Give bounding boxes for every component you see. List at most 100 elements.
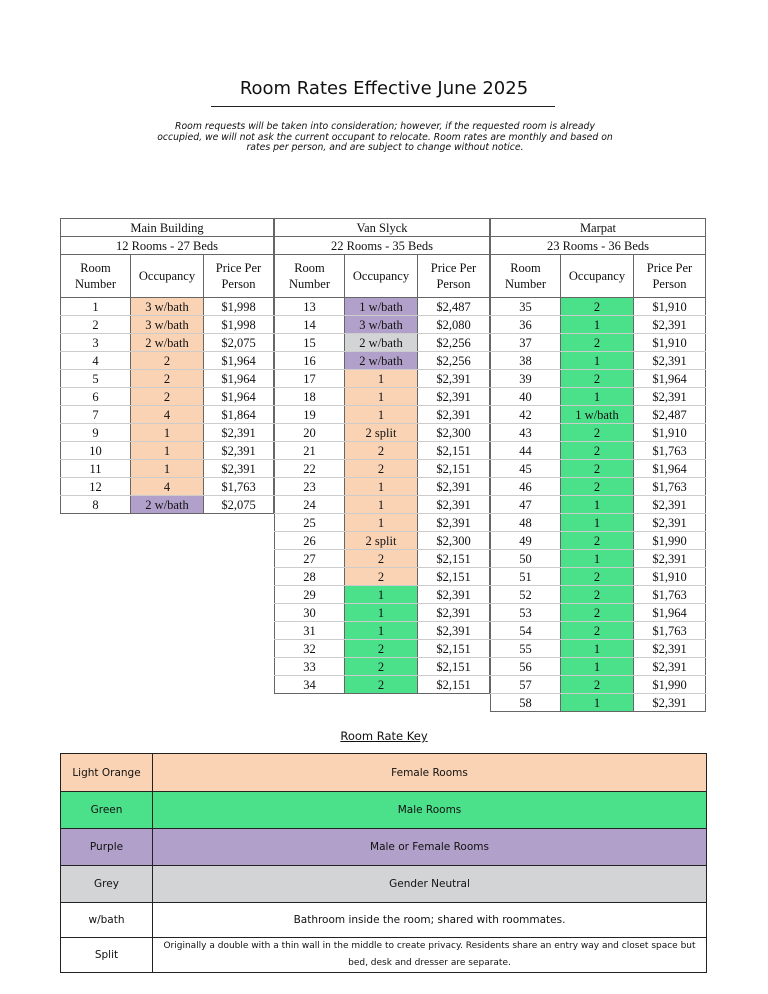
room-number: 37 bbox=[490, 333, 561, 352]
price-cell: $2,391 bbox=[417, 603, 490, 622]
table-row: 53 2 $1,964 bbox=[490, 603, 706, 622]
table-row: 15 2 w/bath $2,256 bbox=[274, 333, 490, 352]
key-description: Female Rooms bbox=[152, 753, 707, 792]
occupancy-cell: 1 bbox=[560, 657, 634, 676]
room-number: 36 bbox=[490, 315, 561, 334]
table-row: 52 2 $1,763 bbox=[490, 585, 706, 604]
price-cell: $2,391 bbox=[633, 513, 706, 532]
room-number: 43 bbox=[490, 423, 561, 442]
table-row: 32 2 $2,151 bbox=[274, 639, 490, 658]
price-cell: $1,864 bbox=[203, 405, 274, 424]
price-cell: $1,763 bbox=[203, 477, 274, 496]
table-row: 25 1 $2,391 bbox=[274, 513, 490, 532]
price-cell: $2,391 bbox=[633, 315, 706, 334]
price-cell: $1,910 bbox=[633, 297, 706, 316]
occupancy-cell: 3 w/bath bbox=[130, 315, 204, 334]
room-number: 26 bbox=[274, 531, 345, 550]
table-row: 5 2 $1,964 bbox=[60, 369, 274, 388]
room-number: 31 bbox=[274, 621, 345, 640]
price-cell: $2,256 bbox=[417, 333, 490, 352]
room-number: 45 bbox=[490, 459, 561, 478]
key-description: Male Rooms bbox=[152, 791, 707, 829]
building-summary: 12 Rooms - 27 Beds bbox=[60, 236, 274, 255]
table-row: 19 1 $2,391 bbox=[274, 405, 490, 424]
price-cell: $2,151 bbox=[417, 459, 490, 478]
price-cell: $2,391 bbox=[417, 585, 490, 604]
occupancy-cell: 1 bbox=[560, 513, 634, 532]
col-header-price: Price Per Person bbox=[417, 254, 490, 298]
col-header-price: Price Per Person bbox=[203, 254, 274, 298]
table-row: 46 2 $1,763 bbox=[490, 477, 706, 496]
occupancy-cell: 2 bbox=[560, 603, 634, 622]
room-number: 18 bbox=[274, 387, 345, 406]
col-header-occupancy: Occupancy bbox=[560, 254, 634, 298]
table-row: 37 2 $1,910 bbox=[490, 333, 706, 352]
price-cell: $1,998 bbox=[203, 297, 274, 316]
occupancy-cell: 2 bbox=[344, 639, 418, 658]
table-row: 12 4 $1,763 bbox=[60, 477, 274, 496]
room-number: 1 bbox=[60, 297, 131, 316]
room-number: 51 bbox=[490, 567, 561, 586]
key-description: Originally a double with a thin wall in … bbox=[152, 937, 707, 973]
table-row: 13 1 w/bath $2,487 bbox=[274, 297, 490, 316]
room-number: 6 bbox=[60, 387, 131, 406]
col-header-occupancy: Occupancy bbox=[344, 254, 418, 298]
room-number: 44 bbox=[490, 441, 561, 460]
room-number: 34 bbox=[274, 675, 345, 694]
room-number: 52 bbox=[490, 585, 561, 604]
price-cell: $2,391 bbox=[633, 495, 706, 514]
occupancy-cell: 1 bbox=[344, 405, 418, 424]
key-row: w/bath Bathroom inside the room; shared … bbox=[60, 902, 707, 938]
price-cell: $2,151 bbox=[417, 657, 490, 676]
occupancy-cell: 1 bbox=[560, 495, 634, 514]
table-row: 10 1 $2,391 bbox=[60, 441, 274, 460]
key-label: Purple bbox=[60, 828, 153, 866]
occupancy-cell: 2 bbox=[560, 333, 634, 352]
occupancy-cell: 2 bbox=[344, 567, 418, 586]
occupancy-cell: 2 split bbox=[344, 531, 418, 550]
table-row: 29 1 $2,391 bbox=[274, 585, 490, 604]
room-number: 50 bbox=[490, 549, 561, 568]
table-row: 1 3 w/bath $1,998 bbox=[60, 297, 274, 316]
room-number: 20 bbox=[274, 423, 345, 442]
building-name: Marpat bbox=[490, 218, 706, 237]
table-row: 44 2 $1,763 bbox=[490, 441, 706, 460]
price-cell: $2,487 bbox=[633, 405, 706, 424]
price-cell: $2,391 bbox=[203, 423, 274, 442]
price-cell: $1,763 bbox=[633, 585, 706, 604]
occupancy-cell: 1 bbox=[130, 441, 204, 460]
room-number: 10 bbox=[60, 441, 131, 460]
table-row: 20 2 split $2,300 bbox=[274, 423, 490, 442]
occupancy-cell: 1 bbox=[560, 387, 634, 406]
room-number: 12 bbox=[60, 477, 131, 496]
table-row: 8 2 w/bath $2,075 bbox=[60, 495, 274, 514]
price-cell: $2,391 bbox=[203, 459, 274, 478]
price-cell: $2,391 bbox=[633, 387, 706, 406]
room-number: 33 bbox=[274, 657, 345, 676]
building-name: Van Slyck bbox=[274, 218, 490, 237]
table-row: 36 1 $2,391 bbox=[490, 315, 706, 334]
price-cell: $2,391 bbox=[633, 657, 706, 676]
building-summary: 22 Rooms - 35 Beds bbox=[274, 236, 490, 255]
room-number: 46 bbox=[490, 477, 561, 496]
table-row: 57 2 $1,990 bbox=[490, 675, 706, 694]
price-cell: $1,763 bbox=[633, 441, 706, 460]
room-number: 42 bbox=[490, 405, 561, 424]
table-row: 43 2 $1,910 bbox=[490, 423, 706, 442]
table-row: 17 1 $2,391 bbox=[274, 369, 490, 388]
occupancy-cell: 2 bbox=[344, 675, 418, 694]
building-name: Main Building bbox=[60, 218, 274, 237]
room-number: 3 bbox=[60, 333, 131, 352]
price-cell: $2,391 bbox=[633, 639, 706, 658]
room-number: 25 bbox=[274, 513, 345, 532]
occupancy-cell: 1 bbox=[344, 477, 418, 496]
occupancy-cell: 3 w/bath bbox=[344, 315, 418, 334]
occupancy-cell: 1 bbox=[560, 351, 634, 370]
table-row: 6 2 $1,964 bbox=[60, 387, 274, 406]
col-header-price: Price Per Person bbox=[633, 254, 706, 298]
table-row: 3 2 w/bath $2,075 bbox=[60, 333, 274, 352]
table-row: 55 1 $2,391 bbox=[490, 639, 706, 658]
price-cell: $2,391 bbox=[417, 387, 490, 406]
occupancy-cell: 2 bbox=[560, 477, 634, 496]
occupancy-cell: 1 w/bath bbox=[344, 297, 418, 316]
